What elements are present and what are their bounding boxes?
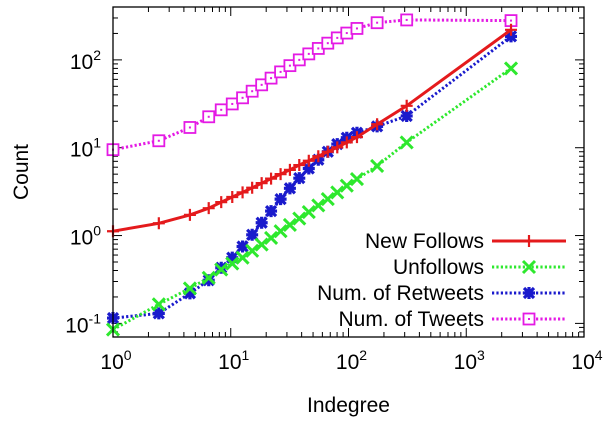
data-point xyxy=(183,287,197,300)
data-point xyxy=(273,224,288,239)
legend-label: Num. of Tweets xyxy=(338,308,484,331)
data-point xyxy=(292,211,307,226)
data-point xyxy=(151,297,166,312)
data-point xyxy=(255,216,268,229)
data-point xyxy=(293,172,306,185)
data-point xyxy=(183,208,196,221)
x-tick-label: 102 xyxy=(336,347,367,374)
data-point xyxy=(312,150,325,163)
data-point xyxy=(274,192,287,206)
tick-labels: 100 101 102 103 104 10-1 100 101 102 xyxy=(65,47,603,374)
data-point xyxy=(236,186,249,199)
data-point xyxy=(504,30,518,43)
data-point xyxy=(302,162,315,175)
data-point xyxy=(215,196,228,209)
y-tick-label: 102 xyxy=(70,47,101,74)
data-point xyxy=(283,182,297,195)
data-point xyxy=(505,23,518,36)
series-num-of-tweets xyxy=(106,13,518,157)
data-point xyxy=(226,190,239,203)
y-tick-label: 10-1 xyxy=(65,310,101,337)
data-point xyxy=(235,250,250,265)
y-axis-label: Count xyxy=(10,144,33,200)
data-point xyxy=(202,274,215,287)
legend-label: Num. of Retweets xyxy=(317,282,484,305)
data-point xyxy=(202,202,215,215)
data-point xyxy=(293,159,306,172)
data-point xyxy=(246,228,259,241)
plot-area-frame xyxy=(112,6,585,338)
data-point xyxy=(283,163,296,176)
series-line xyxy=(112,28,512,233)
series-new-follows xyxy=(107,23,518,238)
data-point xyxy=(265,172,278,185)
data-point xyxy=(350,131,363,144)
data-point xyxy=(400,99,413,112)
data-point xyxy=(254,237,269,252)
data-point xyxy=(339,178,354,193)
data-point xyxy=(311,198,326,213)
series-unfollows xyxy=(105,61,519,337)
data-point xyxy=(274,168,287,181)
data-point xyxy=(264,230,279,245)
legend-label: New Follows xyxy=(365,230,484,253)
data-point xyxy=(152,307,165,320)
data-point xyxy=(255,177,268,190)
legend-marker xyxy=(522,286,536,300)
data-point xyxy=(225,256,240,271)
data-point xyxy=(400,109,413,123)
legend-entry: Num. of Tweets xyxy=(338,308,566,331)
x-tick-label: 103 xyxy=(454,347,485,374)
data-point xyxy=(214,262,229,277)
series-line xyxy=(112,18,512,152)
data-point xyxy=(282,217,297,233)
x-tick-label: 101 xyxy=(218,347,249,374)
legend: New Follows Unfollows Num. of Retweets Num.… xyxy=(317,230,566,331)
data-point xyxy=(371,118,384,131)
data-point xyxy=(182,281,197,296)
data-point xyxy=(321,145,334,158)
x-axis-label: Indegree xyxy=(307,394,390,417)
data-point xyxy=(503,61,519,76)
data-point xyxy=(152,217,165,230)
legend-entry: New Follows xyxy=(365,230,566,253)
x-tick-label: 100 xyxy=(100,347,131,374)
data-point xyxy=(264,204,278,218)
x-tick-label: 104 xyxy=(571,347,602,374)
data-point xyxy=(349,171,365,187)
y-tick-label: 100 xyxy=(70,223,101,250)
data-point xyxy=(245,243,260,258)
legend-entry: Unfollows xyxy=(393,256,566,279)
legend-entry: Num. of Retweets xyxy=(317,282,566,305)
data-point xyxy=(370,158,385,174)
legend-marker xyxy=(523,235,535,247)
data-point xyxy=(201,270,216,285)
data-point xyxy=(320,192,335,207)
series-num-of-retweets xyxy=(106,30,518,325)
data-point xyxy=(330,185,345,200)
data-point xyxy=(236,240,249,253)
series-layer xyxy=(105,13,519,337)
y-tick-label: 101 xyxy=(70,135,101,162)
legend-marker xyxy=(521,259,537,275)
data-point xyxy=(302,154,315,167)
data-point xyxy=(226,251,239,264)
data-point xyxy=(246,181,259,194)
data-point xyxy=(301,205,316,220)
data-point xyxy=(399,135,414,150)
data-point xyxy=(340,136,353,149)
data-point xyxy=(331,141,344,154)
legend-label: Unfollows xyxy=(393,256,484,279)
